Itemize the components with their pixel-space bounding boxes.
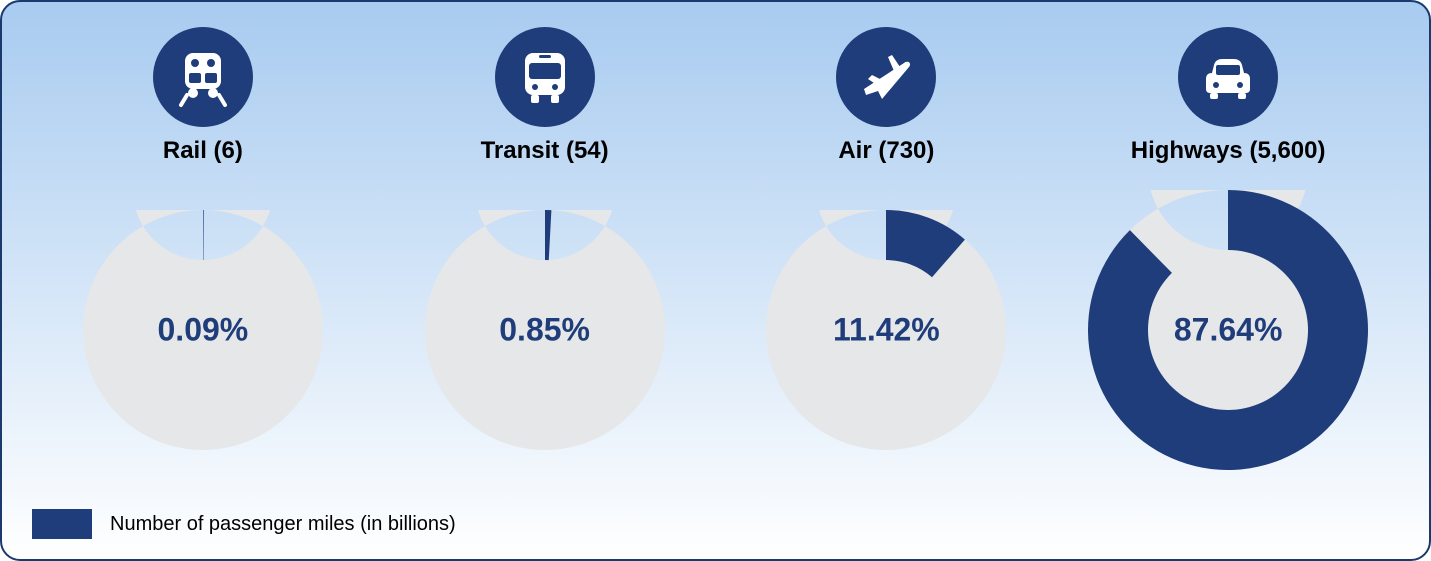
donut-rail-percent: 0.09% — [158, 312, 249, 349]
legend-swatch — [32, 509, 92, 539]
category-rail: Rail (6) — [32, 27, 374, 165]
car-icon — [1178, 27, 1278, 127]
category-label-highways: Highways (5,600) — [1131, 137, 1326, 165]
infographic-container: Rail (6) Transit (54) — [0, 0, 1431, 561]
bus-icon — [495, 27, 595, 127]
donut-highways: 87.64% — [1088, 190, 1368, 470]
donut-rail: 0.09% — [83, 210, 323, 450]
icon-row: Rail (6) Transit (54) — [32, 27, 1399, 165]
legend: Number of passenger miles (in billions) — [32, 509, 456, 539]
category-air: Air (730) — [716, 27, 1058, 165]
category-highways: Highways (5,600) — [1057, 27, 1399, 165]
donut-highways-wrap: 87.64% — [1057, 190, 1399, 470]
donut-rail-wrap: 0.09% — [32, 210, 374, 450]
donut-transit: 0.85% — [425, 210, 665, 450]
category-label-rail: Rail (6) — [163, 137, 243, 165]
donut-air: 11.42% — [766, 210, 1006, 450]
category-transit: Transit (54) — [374, 27, 716, 165]
donut-transit-percent: 0.85% — [499, 312, 590, 349]
donut-air-wrap: 11.42% — [716, 210, 1058, 450]
donut-row: 0.09% 0.85% 11.42% 87.64% — [32, 190, 1399, 470]
donut-highways-percent: 87.64% — [1174, 312, 1283, 349]
donut-air-percent: 11.42% — [833, 312, 940, 349]
donut-transit-wrap: 0.85% — [374, 210, 716, 450]
train-icon — [153, 27, 253, 127]
legend-text: Number of passenger miles (in billions) — [110, 513, 456, 536]
plane-icon — [836, 27, 936, 127]
category-label-transit: Transit (54) — [481, 137, 609, 165]
category-label-air: Air (730) — [838, 137, 934, 165]
